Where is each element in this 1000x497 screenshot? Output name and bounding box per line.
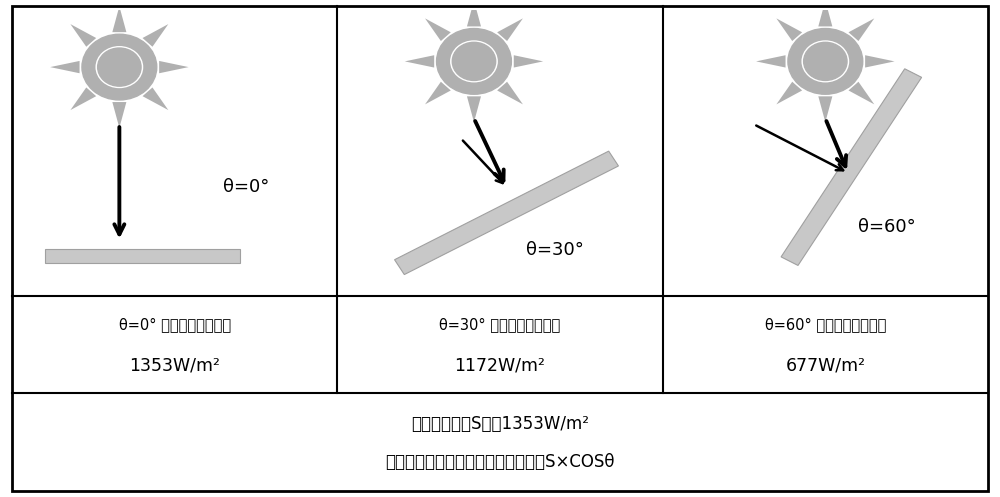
- Polygon shape: [395, 151, 618, 274]
- Polygon shape: [70, 87, 96, 110]
- Text: 1172W/m²: 1172W/m²: [455, 356, 545, 375]
- Text: θ=0° 时，辐照强度为：: θ=0° 时，辐照强度为：: [119, 317, 231, 332]
- Polygon shape: [497, 82, 523, 104]
- Circle shape: [802, 41, 849, 82]
- Polygon shape: [70, 24, 96, 47]
- Polygon shape: [112, 102, 126, 128]
- Polygon shape: [849, 18, 874, 41]
- Circle shape: [437, 28, 511, 94]
- Text: 不同入射角条件下的太阳辐照度为：S×COSθ: 不同入射角条件下的太阳辐照度为：S×COSθ: [385, 452, 615, 471]
- Circle shape: [82, 34, 157, 100]
- Polygon shape: [143, 24, 168, 47]
- Polygon shape: [849, 82, 874, 104]
- Polygon shape: [45, 248, 240, 263]
- Polygon shape: [781, 69, 922, 265]
- Text: 1353W/m²: 1353W/m²: [129, 356, 220, 375]
- Text: 太阳辐照常数S约为1353W/m²: 太阳辐照常数S约为1353W/m²: [411, 415, 589, 433]
- Circle shape: [804, 42, 847, 81]
- Text: 677W/m²: 677W/m²: [785, 356, 865, 375]
- Text: θ=0°: θ=0°: [223, 178, 270, 196]
- Polygon shape: [818, 96, 832, 122]
- Polygon shape: [756, 55, 786, 68]
- Polygon shape: [497, 18, 523, 41]
- Polygon shape: [818, 0, 832, 26]
- Polygon shape: [776, 18, 802, 41]
- Polygon shape: [50, 61, 80, 73]
- Text: θ=60°: θ=60°: [858, 218, 916, 236]
- Circle shape: [452, 42, 496, 81]
- Circle shape: [788, 28, 863, 94]
- Circle shape: [96, 47, 143, 87]
- Polygon shape: [405, 55, 434, 68]
- Text: θ=60° 时，辐照强度为：: θ=60° 时，辐照强度为：: [765, 317, 886, 332]
- Polygon shape: [514, 55, 543, 68]
- Circle shape: [451, 41, 497, 82]
- Polygon shape: [159, 61, 189, 73]
- Text: θ=30° 时，辐照强度为：: θ=30° 时，辐照强度为：: [439, 317, 561, 332]
- Text: θ=30°: θ=30°: [526, 241, 584, 259]
- Polygon shape: [467, 0, 481, 26]
- Polygon shape: [143, 87, 168, 110]
- Circle shape: [98, 48, 141, 86]
- Polygon shape: [467, 96, 481, 122]
- Polygon shape: [425, 18, 451, 41]
- Polygon shape: [112, 6, 126, 32]
- Polygon shape: [776, 82, 802, 104]
- Polygon shape: [425, 82, 451, 104]
- Polygon shape: [865, 55, 895, 68]
